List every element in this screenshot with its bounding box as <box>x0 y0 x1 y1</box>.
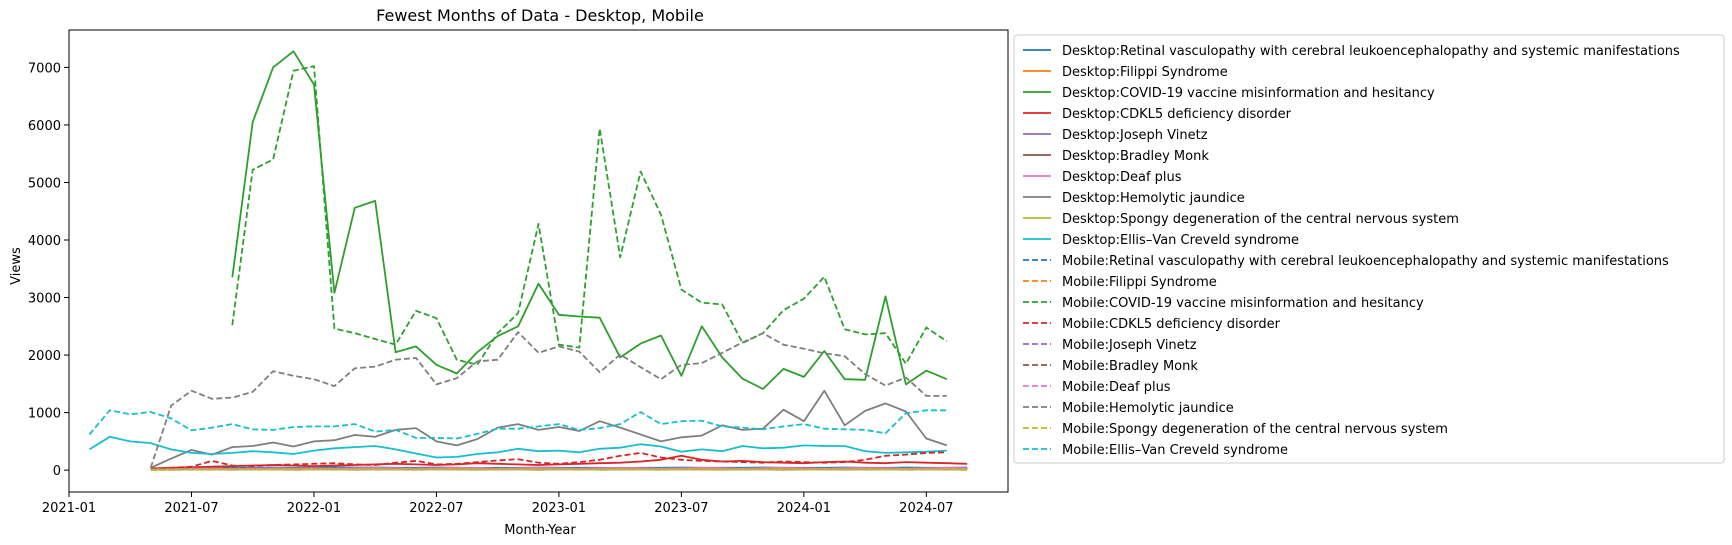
x-tick-label: 2021-01 <box>42 501 96 516</box>
plot-area <box>68 29 1009 493</box>
y-tick-label: 3000 <box>28 292 61 307</box>
legend: Desktop:Retinal vasculopathy with cerebr… <box>1013 34 1725 464</box>
legend-entry: Desktop:Filippi Syndrome <box>1062 65 1228 80</box>
legend-entry: Desktop:CDKL5 deficiency disorder <box>1062 107 1292 122</box>
chart-title: Fewest Months of Data - Desktop, Mobile <box>376 6 704 25</box>
x-axis-label: Month-Year <box>504 523 576 538</box>
legend-entry: Mobile:Bradley Monk <box>1062 359 1198 374</box>
series-line <box>149 331 947 469</box>
series-line <box>88 435 947 459</box>
legend-entry: Desktop:Joseph Vinetz <box>1062 128 1208 143</box>
x-tick-label: 2023-01 <box>532 501 586 516</box>
legend-entry: Mobile:CDKL5 deficiency disorder <box>1062 317 1281 332</box>
legend-box <box>1013 34 1725 464</box>
y-tick-label: 2000 <box>28 349 61 364</box>
series-line <box>150 451 947 470</box>
y-tick-label: 0 <box>53 464 61 479</box>
legend-entry: Mobile:Filippi Syndrome <box>1062 275 1217 290</box>
plot-frame <box>68 29 1009 493</box>
legend-entry: Mobile:COVID-19 vaccine misinformation a… <box>1062 296 1424 311</box>
x-tick-label: 2024-01 <box>777 501 831 516</box>
y-axis-label: Views <box>9 247 24 285</box>
y-tick-label: 6000 <box>28 119 61 134</box>
x-axis: 2021-01 2021-07 2022-01 2022-07 2023-01 2023-… <box>42 492 954 516</box>
legend-entry: Desktop:Spongy degeneration of the centr… <box>1062 212 1459 227</box>
legend-entry: Desktop:COVID-19 vaccine misinformation … <box>1062 86 1435 101</box>
x-tick-label: 2023-07 <box>654 501 708 516</box>
series-line <box>231 50 948 390</box>
x-tick-label: 2021-07 <box>164 501 218 516</box>
legend-entry: Mobile:Joseph Vinetz <box>1062 338 1197 353</box>
x-tick-label: 2022-07 <box>409 501 463 516</box>
x-tick-label: 2024-07 <box>899 501 953 516</box>
series-line <box>231 65 948 366</box>
legend-entry: Desktop:Retinal vasculopathy with cerebr… <box>1062 44 1680 59</box>
legend-entry: Mobile:Retinal vasculopathy with cerebra… <box>1062 254 1669 269</box>
legend-entry: Mobile:Hemolytic jaundice <box>1062 401 1234 416</box>
series-line <box>88 409 947 440</box>
y-tick-label: 5000 <box>28 176 61 191</box>
legend-entry: Mobile:Deaf plus <box>1062 380 1171 395</box>
legend-entry: Desktop:Bradley Monk <box>1062 149 1209 164</box>
y-tick-label: 4000 <box>28 234 61 249</box>
legend-entry: Mobile:Ellis–Van Creveld syndrome <box>1062 443 1288 458</box>
legend-entry: Desktop:Hemolytic jaundice <box>1062 191 1245 206</box>
series-line <box>150 389 948 469</box>
y-tick-label: 1000 <box>28 407 61 422</box>
y-tick-label: 7000 <box>28 61 61 76</box>
legend-entry: Desktop:Ellis–Van Creveld syndrome <box>1062 233 1299 248</box>
y-axis: 0 1000 2000 3000 4000 5000 6000 7000 <box>28 61 69 479</box>
legend-entry: Desktop:Deaf plus <box>1062 170 1182 185</box>
x-tick-label: 2022-01 <box>287 501 341 516</box>
legend-entry: Mobile:Spongy degeneration of the centra… <box>1062 422 1448 437</box>
